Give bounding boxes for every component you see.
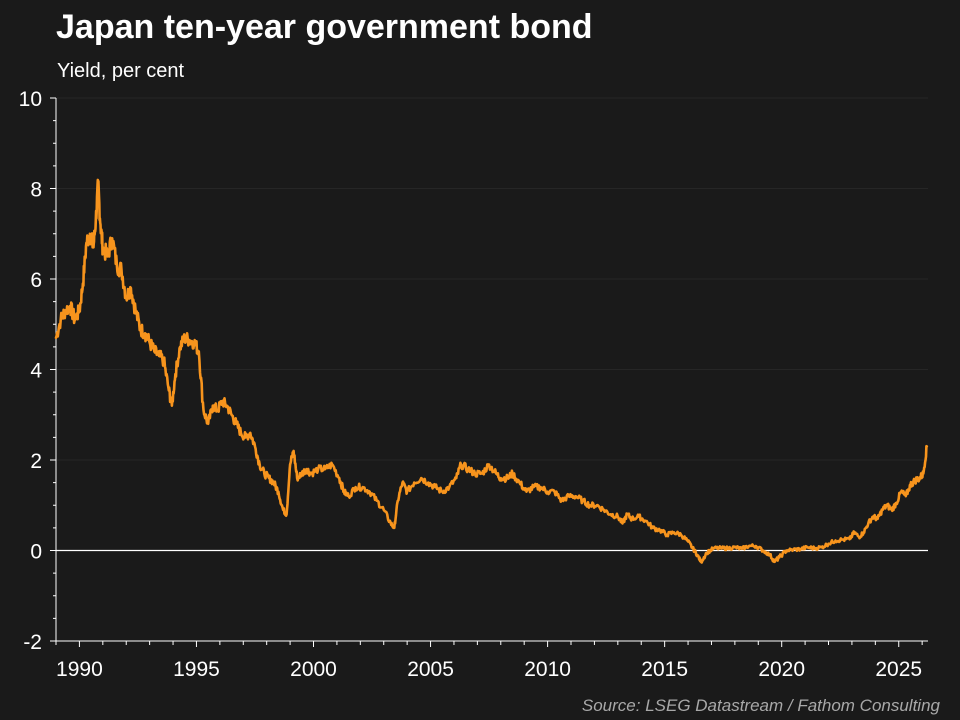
series-line [54, 178, 929, 564]
y-tick-label: -2 [23, 631, 42, 654]
y-tick-label: 2 [30, 450, 42, 473]
source-note: Source: LSEG Datastream / Fathom Consult… [581, 696, 940, 715]
x-tick-label: 1995 [173, 658, 220, 681]
x-tick-label: 2005 [407, 658, 454, 681]
x-tick-label: 2015 [641, 658, 688, 681]
chart-subtitle: Yield, per cent [57, 60, 185, 82]
y-tick-label: 10 [19, 88, 42, 111]
x-tick-label: 2020 [758, 658, 805, 681]
x-tick-label: 2025 [875, 658, 922, 681]
x-tick-label: 2000 [290, 658, 337, 681]
chart-title: Japan ten-year government bond [56, 8, 593, 46]
y-tick-label: 0 [30, 541, 42, 564]
y-tick-label: 6 [30, 269, 42, 292]
x-tick-label: 2010 [524, 658, 571, 681]
y-tick-label: 8 [30, 179, 42, 202]
x-tick-label: 1990 [56, 658, 103, 681]
y-tick-label: 4 [30, 360, 42, 383]
